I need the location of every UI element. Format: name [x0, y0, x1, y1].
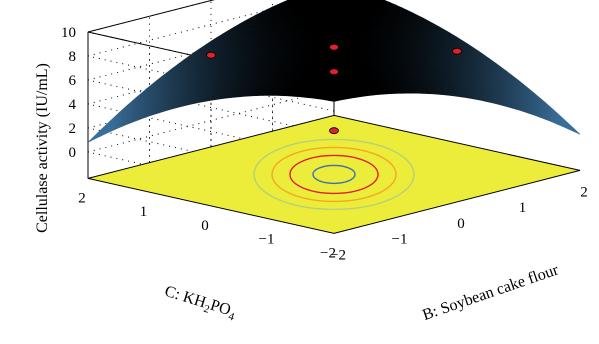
design-point — [330, 69, 339, 75]
z-axis-label: Cellulase activity (IU/mL) — [34, 63, 51, 233]
z-tick-labels: 10 8 6 4 2 0 — [61, 25, 77, 161]
z-tick-label: 6 — [69, 73, 77, 89]
z-tick-label: 2 — [69, 121, 77, 137]
y-tick-label: 1 — [140, 204, 148, 220]
y-tick-label: 2 — [78, 190, 86, 206]
z-tick-label: 0 — [69, 145, 77, 161]
x-tick-label: 1 — [519, 200, 527, 216]
z-tick-label: 10 — [61, 25, 76, 41]
y-tick-label: 0 — [201, 218, 209, 234]
y-label-pre: C: KH — [163, 283, 209, 312]
design-point — [330, 44, 339, 50]
z-tick-label: 8 — [69, 49, 77, 65]
y-axis-label: C: KH2PO4 — [162, 283, 239, 324]
x-axis-label: B: Soybean cake flour — [420, 261, 561, 324]
x-tick-label: 2 — [580, 184, 588, 200]
design-point — [207, 52, 216, 58]
x-tick-label: −1 — [392, 232, 408, 248]
y-tick-label: −1 — [259, 232, 275, 248]
z-tick-label: 4 — [69, 97, 77, 113]
x-tick-label: 0 — [457, 216, 465, 232]
design-point — [330, 128, 339, 134]
y-tick-label: −2 — [320, 245, 336, 261]
design-point — [453, 48, 462, 54]
